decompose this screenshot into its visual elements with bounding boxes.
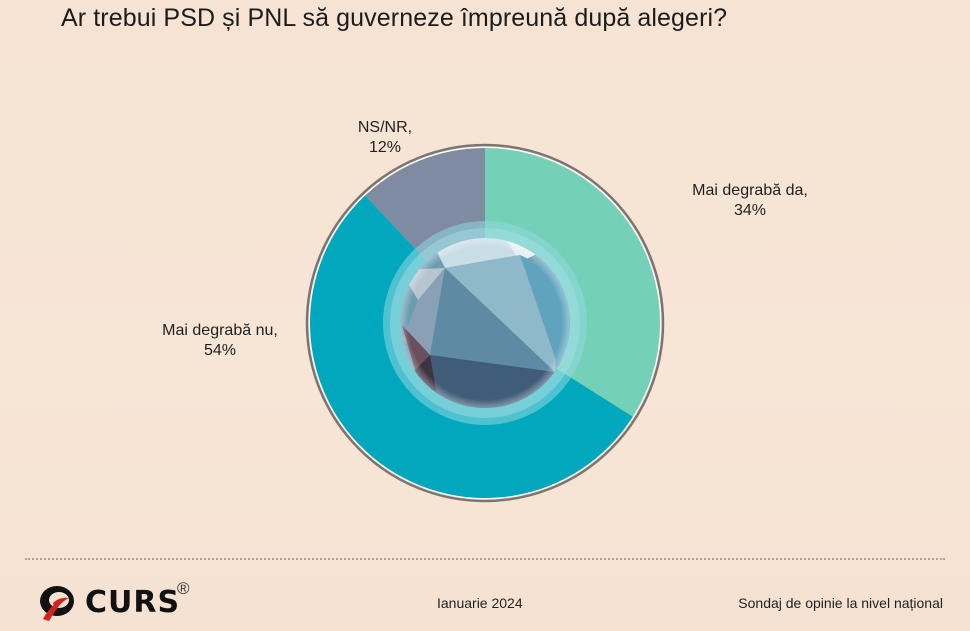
footer-divider — [25, 558, 945, 560]
outer-rim — [305, 143, 665, 503]
label-value: 34% — [733, 202, 767, 219]
slice-label-nu: Mai degrabă nu, 54% — [130, 321, 310, 361]
label-text: NS/NR, — [357, 119, 413, 136]
slice-label-ns-nr: NS/NR, 12% — [335, 118, 435, 158]
registered-mark: ® — [177, 579, 190, 598]
slice-label-da: Mai degrabă da, 34% — [660, 181, 840, 221]
survey-date: Ianuarie 2024 — [437, 595, 523, 611]
logo-text: CURS — [85, 585, 181, 620]
label-text: Mai degrabă da, — [692, 182, 808, 199]
curs-logo-mark-icon — [40, 586, 74, 621]
chart-title: Ar trebui PSD și PNL să guverneze împreu… — [61, 4, 728, 32]
curs-logo: CURS ® — [35, 579, 205, 623]
survey-description: Sondaj de opinie la nivel național — [738, 595, 943, 611]
label-text: Mai degrabă nu, — [162, 322, 278, 339]
label-value: 12% — [368, 139, 402, 156]
donut-chart — [305, 143, 665, 503]
label-value: 54% — [203, 342, 237, 359]
